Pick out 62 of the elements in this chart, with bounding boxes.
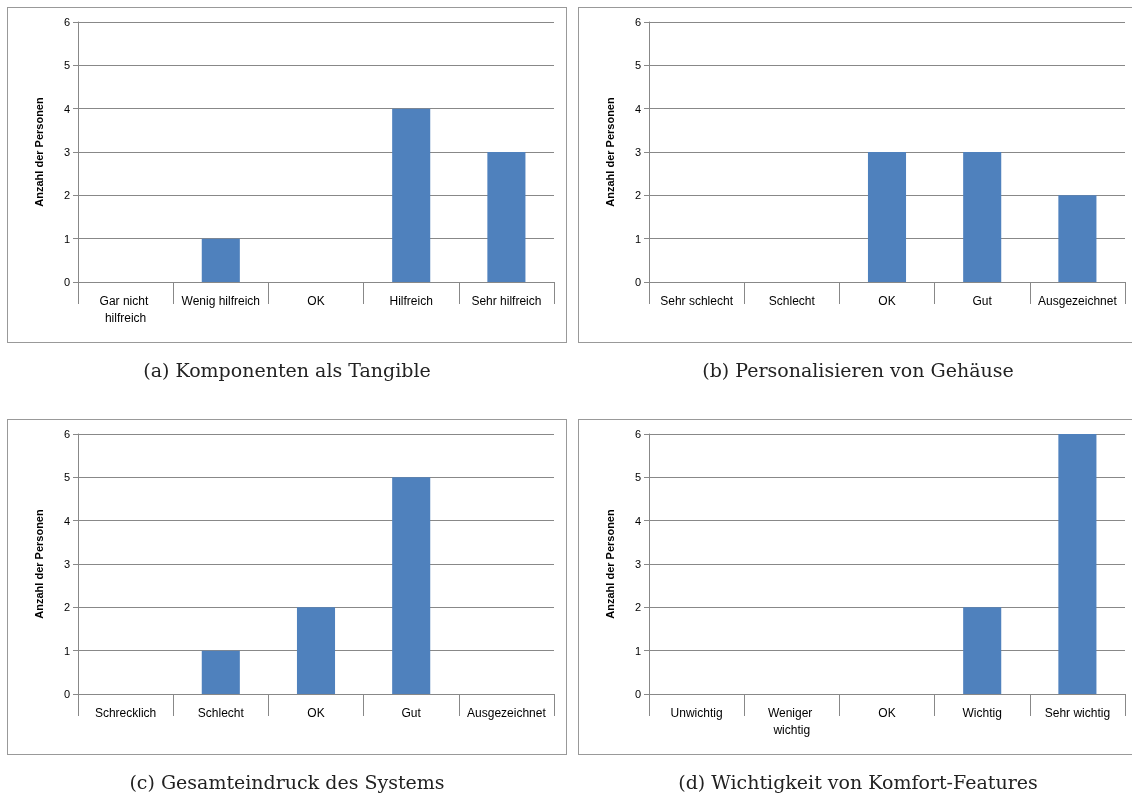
bar bbox=[296, 607, 336, 694]
y-tick-label: 4 bbox=[634, 102, 641, 115]
x-tick-label: Gut bbox=[972, 293, 993, 308]
x-tick-label: Gut bbox=[401, 705, 422, 720]
y-tick-label: 0 bbox=[63, 276, 70, 288]
bar bbox=[487, 152, 526, 282]
bar bbox=[392, 108, 431, 282]
x-tick-label: OK bbox=[878, 293, 896, 308]
y-tick-label: 3 bbox=[634, 146, 641, 158]
y-tick-label: 5 bbox=[63, 471, 70, 484]
text: (a) Komponenten als Tangible bbox=[142, 359, 432, 381]
y-tick-label: 3 bbox=[63, 558, 70, 570]
x-tick-label: OK bbox=[307, 293, 325, 308]
y-tick-label: 6 bbox=[634, 16, 641, 28]
y-tick-label: 2 bbox=[63, 189, 70, 202]
x-tick-label: Ausgezeichnet bbox=[1038, 293, 1118, 308]
x-tick-label: Ausgezeichnet bbox=[467, 705, 547, 720]
text: (d) Wichtigkeit von Komfort-Features bbox=[677, 771, 1039, 793]
x-tick-label: OK bbox=[307, 705, 325, 720]
y-tick-label: 6 bbox=[63, 428, 70, 440]
x-tick-label: OK bbox=[878, 705, 896, 720]
y-tick-label: 1 bbox=[634, 232, 641, 245]
x-tick-label: Schrecklich bbox=[94, 705, 157, 720]
y-tick-label: 4 bbox=[634, 514, 641, 527]
y-tick-label: 2 bbox=[634, 601, 641, 614]
x-tick-label: Gar nicht hilfreich bbox=[99, 293, 152, 325]
x-tick-label: Wenig hilfreich bbox=[181, 293, 261, 308]
y-tick-label: 5 bbox=[634, 59, 641, 72]
x-tick-label: Unwichtig bbox=[670, 705, 723, 720]
y-tick-label: 0 bbox=[634, 276, 641, 288]
y-tick-label: 2 bbox=[634, 189, 641, 202]
x-tick-label: Weniger wichtig bbox=[767, 705, 816, 737]
text: (c) Gesamteindruck des Systems bbox=[128, 771, 446, 793]
x-tick-label: Sehr hilfreich bbox=[471, 293, 542, 308]
text: (b) Personalisieren von Gehäuse bbox=[701, 359, 1015, 381]
x-tick-label: Sehr schlecht bbox=[660, 293, 734, 308]
x-tick-label: Schlecht bbox=[768, 293, 816, 308]
y-tick-label: 0 bbox=[634, 688, 641, 700]
y-axis-title: Anzahl der Personen bbox=[32, 509, 45, 619]
bar bbox=[201, 650, 240, 694]
y-tick-label: 2 bbox=[63, 601, 70, 614]
bar bbox=[392, 477, 431, 694]
y-tick-label: 5 bbox=[634, 471, 641, 484]
x-tick-label: Hilfreich bbox=[389, 293, 433, 308]
y-tick-label: 1 bbox=[63, 644, 70, 657]
y-tick-label: 4 bbox=[63, 102, 70, 115]
y-tick-label: 6 bbox=[634, 428, 641, 440]
bar bbox=[201, 238, 240, 282]
y-tick-label: 1 bbox=[634, 644, 641, 657]
x-tick-label: Sehr wichtig bbox=[1044, 705, 1111, 720]
x-tick-label: Schlecht bbox=[197, 705, 245, 720]
y-axis-title: Anzahl der Personen bbox=[32, 97, 45, 207]
x-tick-label: Wichtig bbox=[962, 705, 1002, 720]
y-tick-label: 1 bbox=[63, 232, 70, 245]
y-tick-label: 0 bbox=[63, 688, 70, 700]
y-tick-label: 6 bbox=[63, 16, 70, 28]
y-axis-title: Anzahl der Personen bbox=[603, 97, 616, 207]
y-tick-label: 4 bbox=[63, 514, 70, 527]
y-tick-label: 3 bbox=[634, 558, 641, 570]
y-axis-title: Anzahl der Personen bbox=[603, 509, 616, 619]
y-tick-label: 3 bbox=[63, 146, 70, 158]
y-tick-label: 5 bbox=[63, 59, 70, 72]
